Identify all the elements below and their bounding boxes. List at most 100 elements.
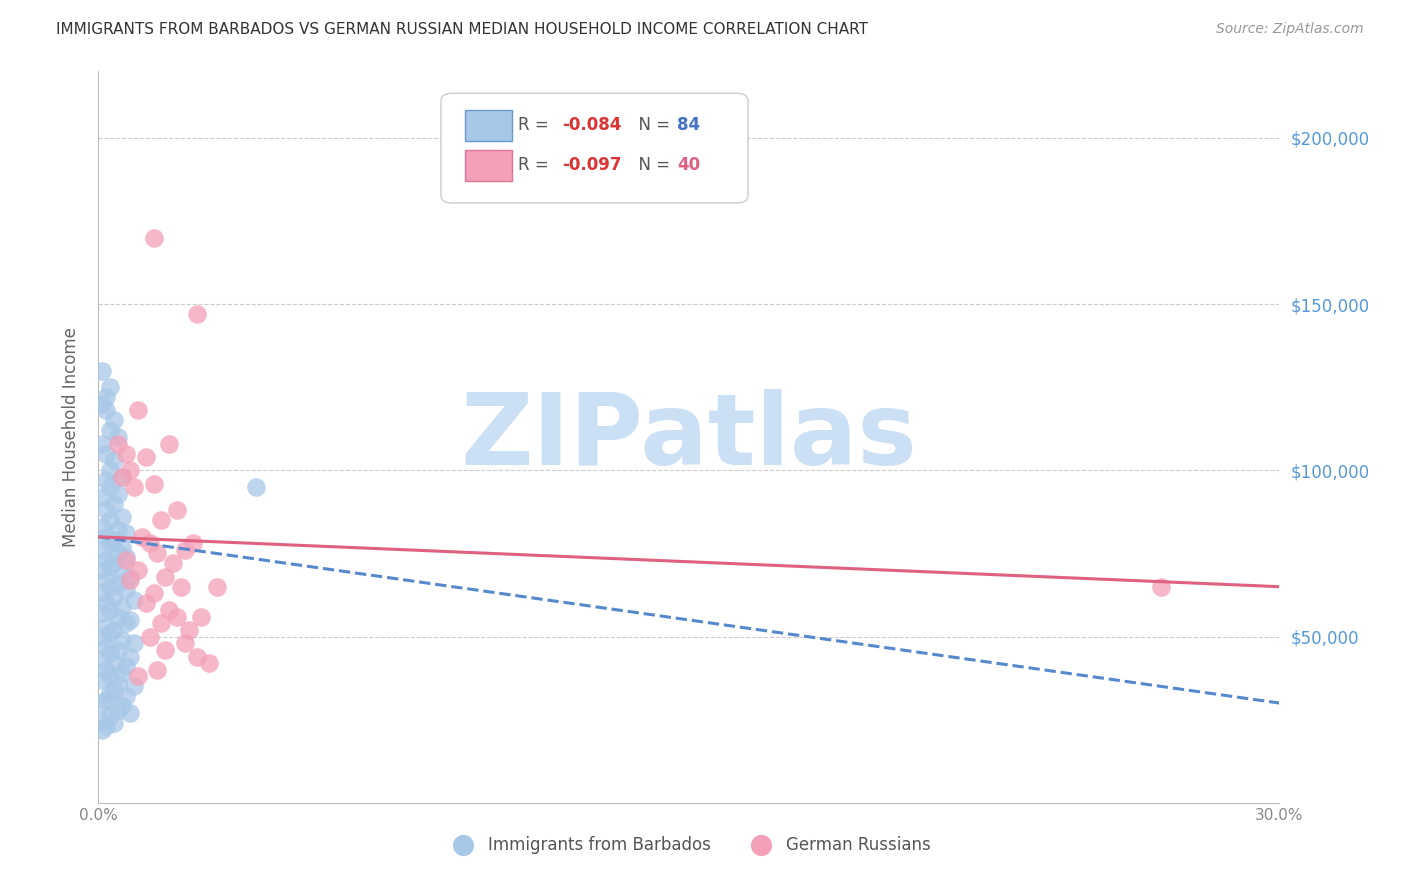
Point [103, 682, 125, 697]
Point [186, 307, 208, 321]
Point [98, 669, 121, 683]
Point [111, 566, 134, 581]
Point [155, 570, 177, 584]
Point [127, 563, 149, 577]
Point [190, 609, 212, 624]
Point [96, 390, 118, 404]
Bar [464, 151, 512, 181]
Point [107, 486, 129, 500]
Text: -0.084: -0.084 [562, 116, 621, 134]
Point [103, 623, 125, 637]
Text: 84: 84 [678, 116, 700, 134]
Point [91, 397, 114, 411]
Point [122, 593, 145, 607]
Legend: Immigrants from Barbados, German Russians: Immigrants from Barbados, German Russian… [440, 829, 938, 860]
Point [98, 559, 121, 574]
Point [111, 666, 134, 681]
Point [115, 582, 138, 597]
Point [107, 523, 129, 537]
Point [111, 470, 134, 484]
Point [103, 590, 125, 604]
Point [142, 476, 165, 491]
Point [96, 692, 118, 706]
Point [98, 536, 121, 550]
Point [96, 719, 118, 733]
Point [115, 526, 138, 541]
Point [118, 649, 141, 664]
Point [103, 656, 125, 670]
Point [118, 463, 141, 477]
FancyBboxPatch shape [441, 94, 748, 203]
Point [91, 607, 114, 621]
Point [91, 436, 114, 450]
Point [111, 599, 134, 614]
Point [91, 653, 114, 667]
Point [103, 533, 125, 548]
Point [122, 680, 145, 694]
Point [115, 616, 138, 631]
Point [98, 380, 121, 394]
Point [103, 413, 125, 427]
Point [98, 424, 121, 438]
Point [103, 557, 125, 571]
Point [138, 536, 160, 550]
Point [245, 480, 267, 494]
Point [122, 636, 145, 650]
Point [127, 669, 149, 683]
Point [107, 430, 129, 444]
Point [205, 580, 228, 594]
Point [162, 557, 184, 571]
Point [107, 703, 129, 717]
Point [142, 586, 165, 600]
Point [150, 616, 173, 631]
Point [98, 463, 121, 477]
Point [103, 453, 125, 467]
Point [98, 580, 121, 594]
Text: 40: 40 [678, 156, 700, 174]
Point [96, 473, 118, 487]
Point [91, 563, 114, 577]
Point [107, 643, 129, 657]
Point [118, 706, 141, 720]
Point [157, 603, 180, 617]
Point [96, 530, 118, 544]
Point [98, 513, 121, 527]
Point [118, 570, 141, 584]
Point [174, 543, 197, 558]
Point [157, 436, 180, 450]
Text: IMMIGRANTS FROM BARBADOS VS GERMAN RUSSIAN MEDIAN HOUSEHOLD INCOME CORRELATION C: IMMIGRANTS FROM BARBADOS VS GERMAN RUSSI… [56, 22, 869, 37]
Point [96, 447, 118, 461]
Point [91, 543, 114, 558]
Point [186, 649, 208, 664]
Point [107, 436, 129, 450]
Point [122, 480, 145, 494]
Text: Source: ZipAtlas.com: Source: ZipAtlas.com [1216, 22, 1364, 37]
Point [96, 596, 118, 610]
Point [115, 659, 138, 673]
Point [103, 497, 125, 511]
Point [96, 663, 118, 677]
Point [91, 630, 114, 644]
Text: R =: R = [517, 156, 554, 174]
Point [166, 609, 188, 624]
Point [98, 709, 121, 723]
Point [111, 632, 134, 647]
Point [91, 723, 114, 737]
Point [111, 509, 134, 524]
Text: ZIPatlas: ZIPatlas [461, 389, 917, 485]
Point [135, 596, 157, 610]
Point [115, 549, 138, 564]
Point [111, 540, 134, 554]
Text: N =: N = [627, 116, 675, 134]
Text: -0.097: -0.097 [562, 156, 621, 174]
Point [98, 686, 121, 700]
Point [135, 450, 157, 464]
Point [96, 403, 118, 417]
Point [146, 663, 169, 677]
Point [98, 626, 121, 640]
Point [131, 530, 153, 544]
Point [96, 573, 118, 587]
Point [96, 640, 118, 654]
Point [181, 536, 204, 550]
Bar [464, 110, 512, 141]
